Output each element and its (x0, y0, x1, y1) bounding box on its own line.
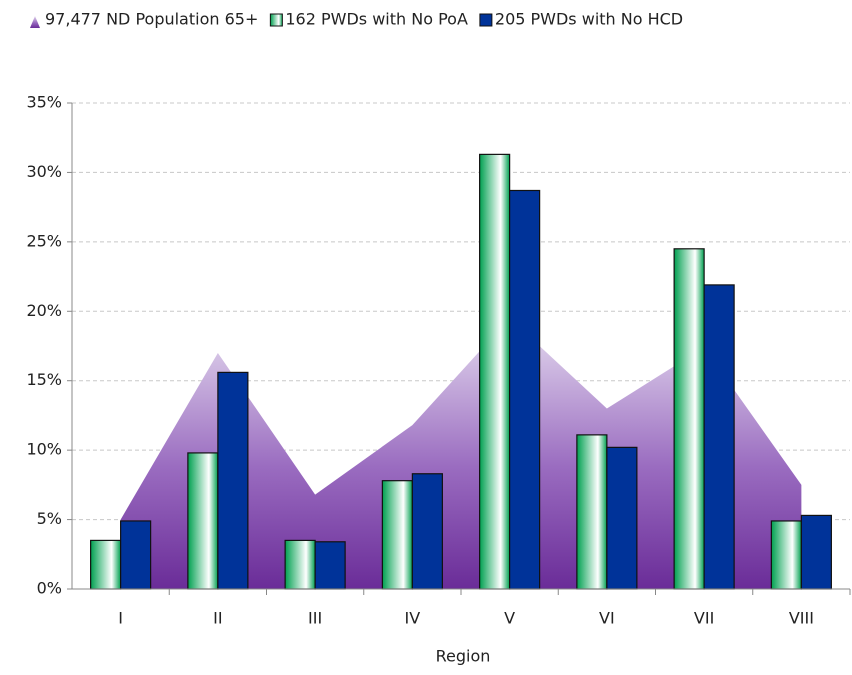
bar (509, 189, 541, 590)
legend-marker (269, 13, 283, 27)
bar (770, 520, 802, 590)
y-tick-label: 5% (37, 509, 62, 528)
y-tick-label: 35% (26, 93, 62, 112)
bar (217, 371, 249, 590)
x-tick-label: V (504, 609, 515, 628)
x-tick-label: VII (694, 609, 714, 628)
bar (479, 153, 511, 590)
y-tick-label: 30% (26, 162, 62, 181)
bar (284, 539, 316, 590)
y-tick-label: 10% (26, 440, 62, 459)
legend-label: 205 PWDs with No HCD (495, 10, 683, 29)
bar (187, 452, 219, 590)
x-tick-label: III (308, 609, 322, 628)
y-tick-label: 15% (26, 370, 62, 389)
bar (703, 284, 735, 590)
bar (411, 473, 443, 590)
x-axis-title: Region (436, 647, 491, 666)
x-tick-label: VI (599, 609, 615, 628)
bar (800, 514, 832, 590)
x-tick-label: II (213, 609, 222, 628)
y-tick-label: 25% (26, 231, 62, 250)
legend-marker (479, 13, 493, 27)
bar (381, 480, 413, 590)
x-tick-label: VIII (789, 609, 814, 628)
legend-label: 162 PWDs with No PoA (285, 10, 468, 29)
x-tick-label: I (118, 609, 123, 628)
bar (673, 248, 705, 590)
x-tick-label: IV (405, 609, 421, 628)
bar (576, 434, 608, 590)
bar (314, 541, 346, 590)
bar (606, 446, 638, 590)
legend-label: 97,477 ND Population 65+ (45, 10, 258, 29)
bar (120, 520, 152, 590)
bar (90, 539, 122, 590)
legend-marker (30, 16, 40, 28)
y-tick-label: 0% (37, 579, 62, 598)
y-tick-label: 20% (26, 301, 62, 320)
